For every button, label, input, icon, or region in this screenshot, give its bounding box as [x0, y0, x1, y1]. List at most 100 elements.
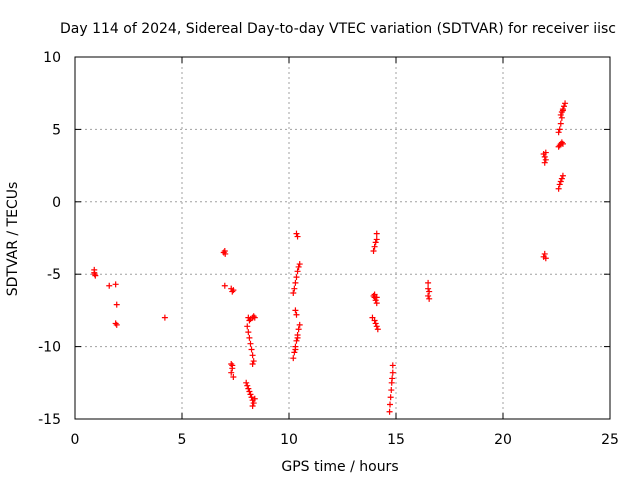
y-tick-label: 5 [52, 122, 61, 138]
data-point [245, 385, 252, 392]
data-point [559, 172, 566, 179]
data-point [560, 103, 567, 110]
data-point [291, 285, 298, 292]
data-point [290, 290, 297, 297]
data-point [559, 107, 566, 114]
data-point [220, 249, 227, 256]
data-point [387, 394, 394, 401]
data-point [248, 394, 255, 401]
data-point [249, 352, 256, 359]
data-point [112, 281, 119, 288]
data-point [294, 233, 301, 240]
data-point [374, 326, 381, 333]
data-point [386, 408, 393, 415]
data-point [562, 100, 569, 107]
data-point [247, 391, 254, 398]
y-tick-label: -15 [38, 412, 61, 428]
y-tick-label: -10 [38, 340, 61, 356]
data-point [290, 355, 297, 362]
data-point [251, 314, 258, 321]
x-tick-label: 5 [178, 432, 187, 448]
data-point [247, 340, 254, 347]
data-point [249, 402, 256, 409]
data-point [294, 268, 301, 275]
data-point [373, 294, 380, 301]
data-point [557, 111, 564, 118]
y-axis-title: SDTVAR / TECUs [5, 182, 21, 297]
data-point [250, 313, 257, 320]
data-point [246, 334, 253, 341]
data-point [372, 297, 379, 304]
data-point [292, 307, 299, 314]
data-point [113, 301, 120, 308]
data-point [425, 292, 432, 299]
data-point [542, 156, 549, 163]
data-point [296, 321, 303, 328]
data-point [250, 400, 257, 407]
data-point [291, 349, 298, 356]
data-point [295, 263, 302, 270]
data-point [425, 285, 432, 292]
x-tick-label: 0 [71, 432, 80, 448]
y-tick-label: 0 [52, 195, 61, 211]
data-point [370, 248, 377, 255]
data-point [243, 379, 250, 386]
data-point [555, 129, 562, 136]
data-point [244, 382, 251, 389]
data-point [106, 282, 113, 289]
data-point [248, 346, 255, 353]
data-point [373, 300, 380, 307]
data-point [244, 323, 251, 330]
data-point [230, 287, 237, 294]
data-point [558, 114, 565, 121]
data-point [556, 126, 563, 133]
data-point [371, 243, 378, 250]
x-tick-label: 25 [601, 432, 619, 448]
x-tick-label: 10 [280, 432, 298, 448]
y-tick-label: 10 [43, 50, 61, 66]
data-point [389, 375, 396, 382]
x-tick-label: 15 [387, 432, 405, 448]
data-point [91, 271, 98, 278]
data-point [296, 261, 303, 268]
data-point [113, 321, 120, 328]
data-point [292, 279, 299, 286]
data-point [373, 230, 380, 237]
data-point [245, 329, 252, 336]
data-point [542, 255, 549, 262]
data-point [557, 120, 564, 127]
data-point [373, 236, 380, 243]
data-point [558, 109, 565, 116]
data-point [559, 140, 566, 147]
data-point [228, 360, 235, 367]
data-point [372, 320, 379, 327]
data-point [293, 311, 300, 318]
data-point [373, 323, 380, 330]
data-point [557, 178, 564, 185]
grid [75, 57, 610, 419]
data-point [388, 387, 395, 394]
data-point [556, 181, 563, 188]
data-point [542, 149, 549, 156]
data-point [229, 288, 236, 295]
data-point [558, 175, 565, 182]
data-point [230, 374, 237, 381]
data-point [251, 395, 258, 402]
data-point [372, 239, 379, 246]
axis-ticks: 0 5 10 15 20 25 -15 -10 -5 0 5 10 [38, 50, 619, 448]
data-point [246, 317, 253, 324]
data-point [541, 250, 548, 257]
x-axis-title: GPS time / hours [281, 459, 398, 475]
y-tick-label: -5 [47, 267, 61, 283]
plot-frame [74, 56, 611, 420]
data-point [249, 360, 256, 367]
data-point [161, 314, 168, 321]
data-point [389, 362, 396, 369]
data-point [541, 159, 548, 166]
data-point [112, 320, 119, 327]
data-point [229, 362, 236, 369]
data-point [250, 358, 257, 365]
data-point [92, 272, 99, 279]
data-point [387, 401, 394, 408]
